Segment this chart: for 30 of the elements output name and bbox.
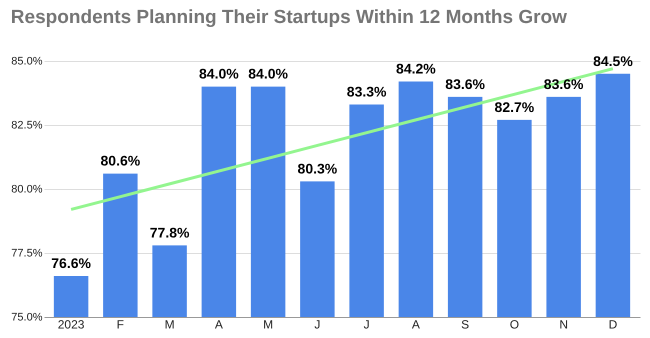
chart-title: Respondents Planning Their Startups Within 12 Months Grow (10, 6, 568, 28)
x-tick-label: M (263, 318, 274, 332)
x-tick-label: O (510, 318, 520, 332)
x-tick-label: J (314, 318, 320, 332)
x-tick-label: S (461, 318, 470, 332)
x-tick-label: D (608, 318, 618, 332)
y-tick-label: 80.0% (11, 184, 43, 196)
y-tick-label: 75.0% (11, 312, 43, 324)
data-label: 84.5% (593, 52, 634, 69)
x-tick-label: A (214, 318, 223, 332)
data-label: 83.3% (346, 84, 388, 100)
y-tick-label: 77.5% (11, 248, 43, 260)
data-label: 77.8% (150, 224, 190, 240)
data-label: 82.7% (494, 98, 535, 115)
x-tick-label: M (164, 318, 175, 332)
data-label: 80.3% (298, 160, 338, 176)
data-label: 84.0% (199, 66, 240, 82)
data-label: 80.6% (100, 152, 141, 169)
x-tick-label: A (412, 318, 420, 332)
y-tick-label: 85.0% (11, 56, 43, 68)
y-tick-label: 82.5% (11, 120, 43, 132)
data-label: 84.0% (248, 66, 289, 82)
x-tick-label: J (364, 318, 370, 332)
data-label: 83.6% (544, 76, 584, 92)
x-tick-label: 2023 (58, 318, 85, 332)
data-label: 76.6% (51, 255, 92, 272)
x-tick-label: F (116, 318, 124, 332)
data-label: 84.2% (396, 60, 436, 76)
x-tick-label: N (559, 318, 568, 332)
data-label: 83.6% (445, 76, 486, 92)
